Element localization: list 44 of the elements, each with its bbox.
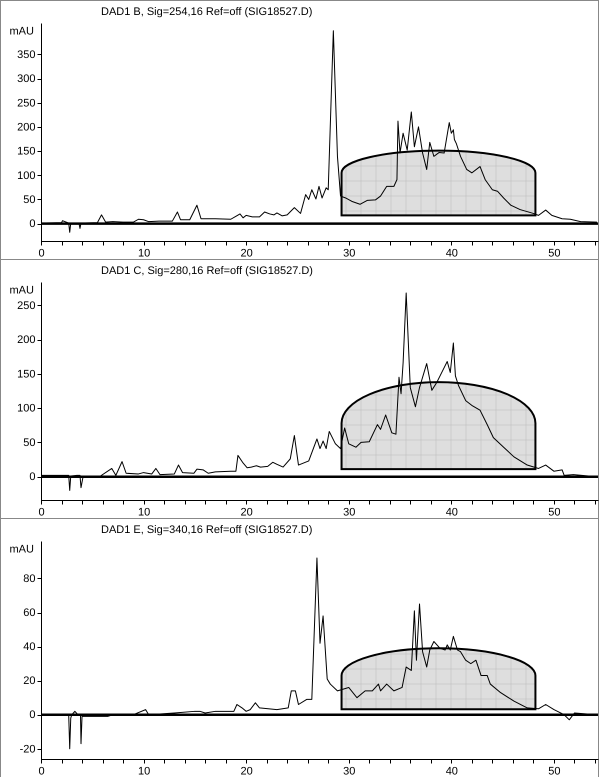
y-tick-label: 0	[29, 218, 36, 230]
y-tick-label: -20	[20, 743, 36, 756]
x-tick-label: 10	[138, 766, 150, 778]
y-axis-title: mAU	[10, 26, 34, 38]
chart-title: DAD1 C, Sig=280,16 Ref=off (SIG18527.D)	[101, 265, 313, 277]
chart-title: DAD1 B, Sig=254,16 Ref=off (SIG18527.D)	[101, 6, 312, 18]
y-axis-title: mAU	[10, 544, 34, 556]
x-tick-label: 30	[343, 506, 356, 518]
y-tick-label: 150	[17, 146, 36, 158]
y-axis-title: mAU	[10, 284, 34, 296]
y-tick-label: 50	[23, 436, 36, 449]
x-tick-label: 50	[548, 506, 561, 518]
y-tick-label: 20	[23, 675, 36, 688]
x-tick-label: 10	[138, 248, 150, 260]
x-tick-label: 20	[240, 248, 253, 260]
x-tick-label: 0	[38, 248, 45, 260]
x-tick-label: 0	[38, 766, 45, 778]
y-tick-label: 0	[29, 471, 36, 484]
x-tick-label: 30	[343, 766, 356, 778]
y-tick-label: 250	[17, 300, 36, 312]
y-tick-label: 100	[17, 402, 36, 415]
y-tick-label: 150	[17, 368, 36, 380]
x-tick-label: 50	[548, 248, 561, 260]
x-tick-label: 20	[240, 506, 253, 518]
x-tick-label: 30	[343, 248, 356, 260]
x-tick-label: 20	[240, 766, 253, 778]
x-tick-label: 10	[138, 506, 150, 518]
x-tick-label: 0	[38, 506, 45, 518]
y-tick-label: 200	[17, 121, 36, 134]
x-tick-label: 40	[446, 248, 458, 260]
y-tick-label: 350	[17, 48, 36, 61]
y-tick-label: 0	[29, 709, 36, 722]
chart-title: DAD1 E, Sig=340,16 Ref=off (SIG18527.D)	[101, 524, 312, 536]
y-tick-label: 100	[17, 170, 36, 182]
y-tick-label: 50	[23, 194, 36, 206]
x-tick-label: 40	[446, 506, 458, 518]
y-tick-label: 300	[17, 73, 36, 86]
y-tick-label: 200	[17, 334, 36, 346]
y-tick-label: 40	[23, 641, 36, 654]
y-tick-label: 60	[23, 607, 36, 620]
y-tick-label: 80	[23, 572, 36, 585]
x-tick-label: 50	[548, 766, 561, 778]
y-tick-label: 250	[17, 97, 36, 110]
x-tick-label: 40	[446, 766, 458, 778]
